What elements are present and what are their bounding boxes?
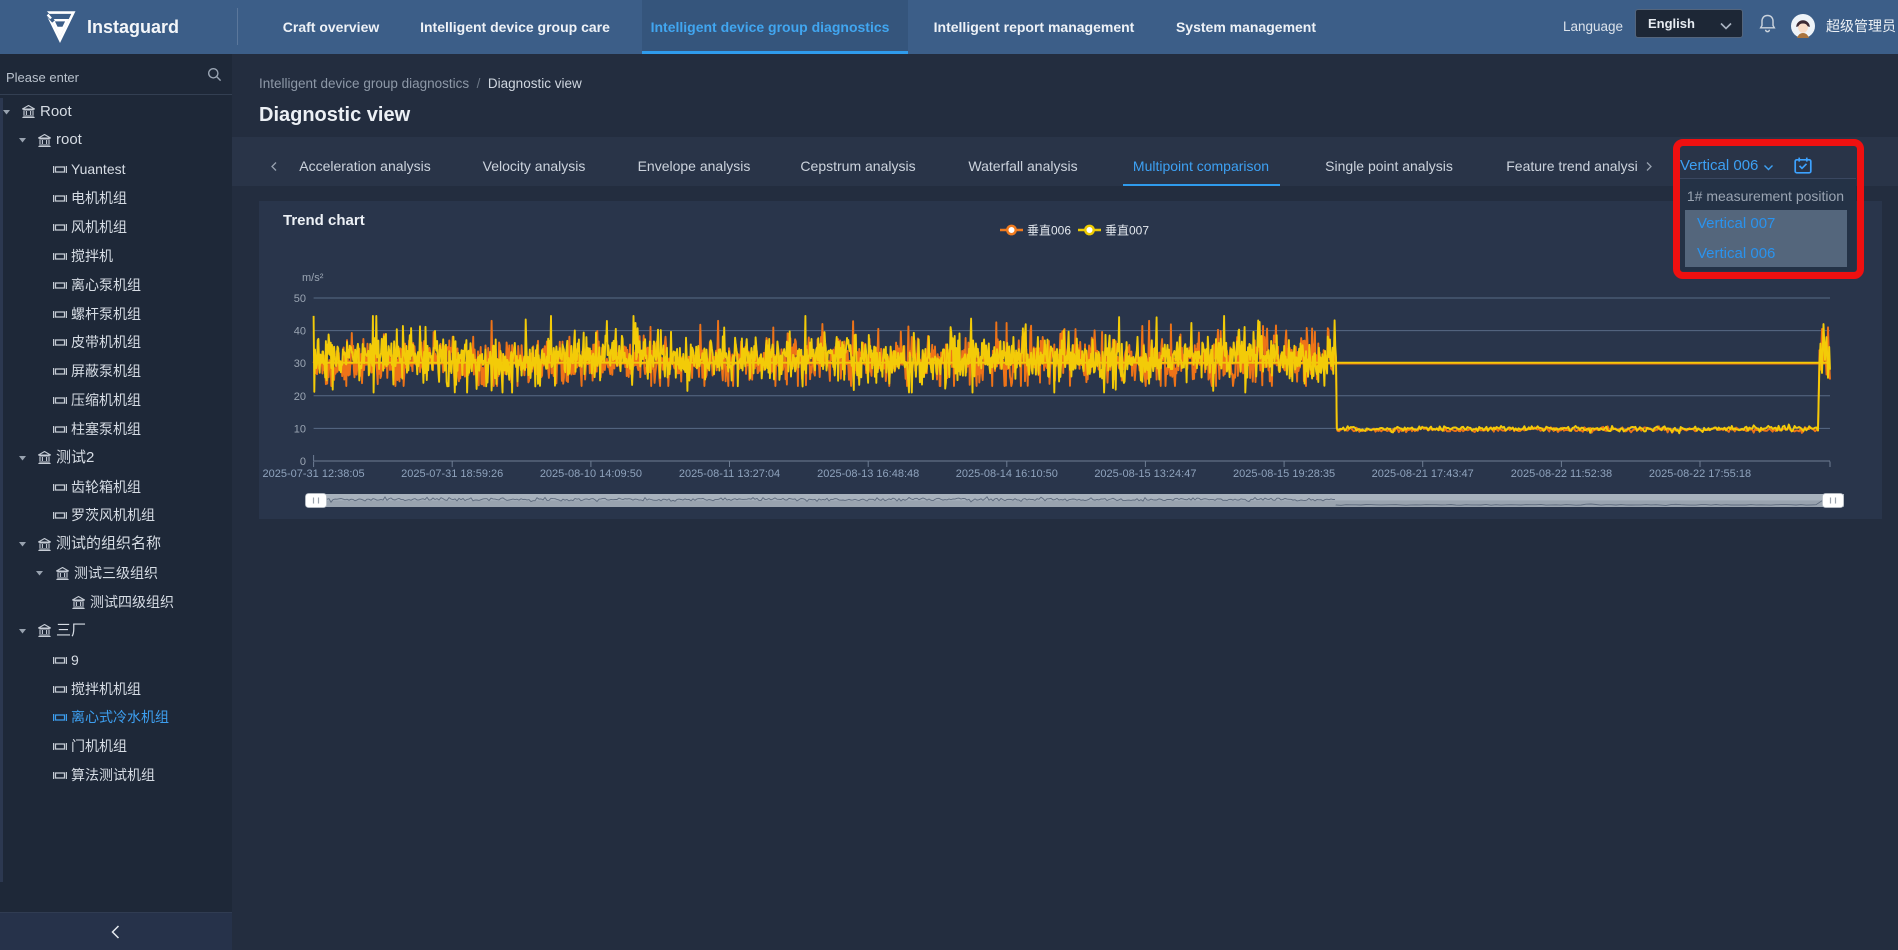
svg-text:20: 20	[294, 391, 306, 403]
svg-text:0: 0	[300, 456, 306, 468]
svg-text:垂直007: 垂直007	[1105, 224, 1149, 238]
svg-text:2025-08-15 13:24:47: 2025-08-15 13:24:47	[1094, 468, 1196, 480]
svg-text:2025-08-10 14:09:50: 2025-08-10 14:09:50	[540, 468, 642, 480]
svg-text:2025-08-11 13:27:04: 2025-08-11 13:27:04	[679, 468, 780, 480]
svg-text:m/s²: m/s²	[302, 272, 324, 284]
svg-text:40: 40	[294, 326, 306, 338]
svg-text:2025-08-14 16:10:50: 2025-08-14 16:10:50	[956, 468, 1058, 480]
svg-text:2025-07-31 12:38:05: 2025-07-31 12:38:05	[263, 468, 365, 480]
svg-text:50: 50	[294, 293, 306, 305]
svg-text:10: 10	[294, 423, 306, 435]
svg-text:2025-08-21 17:43:47: 2025-08-21 17:43:47	[1372, 468, 1474, 480]
svg-text:30: 30	[294, 358, 306, 370]
svg-text:2025-08-22 11:52:38: 2025-08-22 11:52:38	[1511, 468, 1612, 480]
svg-text:垂直006: 垂直006	[1027, 224, 1071, 238]
svg-text:2025-08-22 17:55:18: 2025-08-22 17:55:18	[1649, 468, 1751, 480]
svg-text:2025-08-13 16:48:48: 2025-08-13 16:48:48	[817, 468, 919, 480]
svg-text:2025-08-15 19:28:35: 2025-08-15 19:28:35	[1233, 468, 1335, 480]
svg-text:2025-07-31 18:59:26: 2025-07-31 18:59:26	[401, 468, 503, 480]
